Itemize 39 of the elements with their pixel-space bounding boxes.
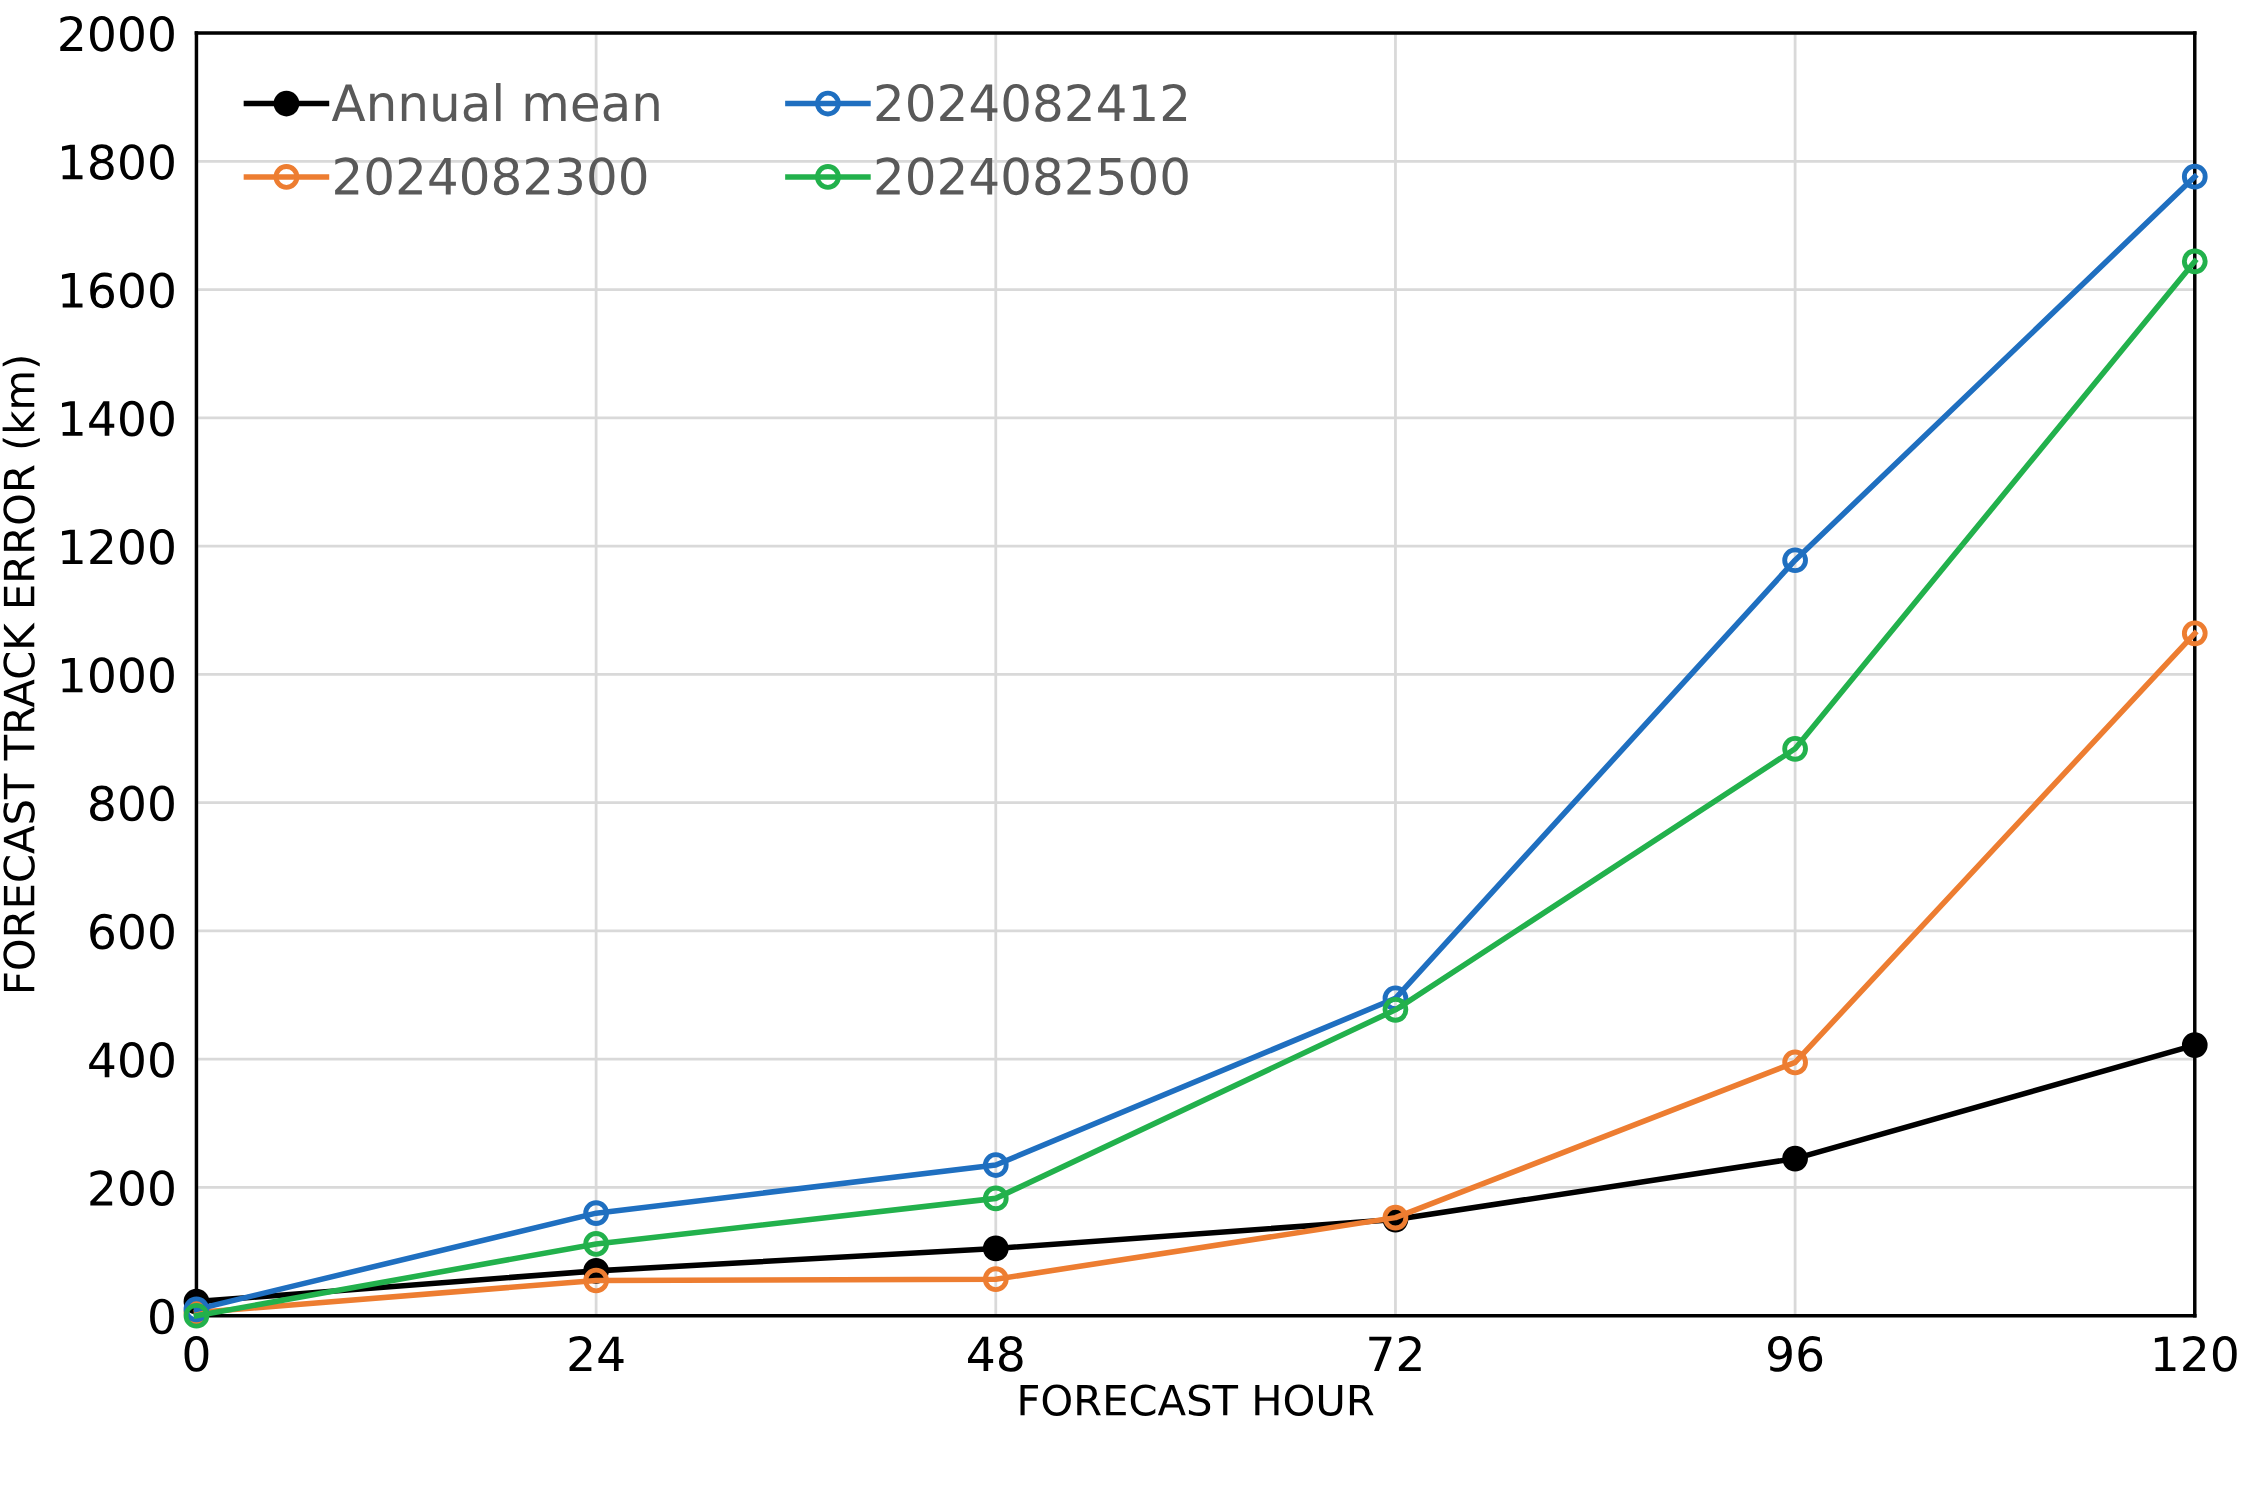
point: [583, 1267, 609, 1294]
y-tick-label: 200: [90, 1170, 174, 1207]
legend-label: 2024082300: [335, 157, 647, 196]
point: [2181, 620, 2208, 647]
point: [2181, 163, 2208, 190]
point: [1782, 1145, 1808, 1172]
point: [583, 1200, 609, 1226]
y-tick-label: 400: [89, 1042, 174, 1078]
point: [2181, 1032, 2208, 1058]
x-axis-title: FORECAST HOUR: [1020, 1384, 1374, 1416]
point: [982, 1235, 1009, 1262]
point: [583, 1231, 609, 1257]
point: [1782, 735, 1808, 762]
x-tick-label: 48: [968, 1336, 1023, 1372]
x-tick-label: 0: [184, 1336, 209, 1372]
y-tick-label: 1400: [62, 400, 174, 437]
y-tick-label: 1200: [62, 529, 174, 565]
x-tick-label: 120: [2154, 1336, 2237, 1372]
legend-label: 2024082500: [876, 157, 1188, 196]
y-tick-label: 1800: [62, 144, 174, 180]
legend-label: Annual mean: [331, 83, 659, 122]
point: [1382, 996, 1409, 1023]
point: [982, 1152, 1009, 1178]
x-tick-label: 96: [1768, 1336, 1823, 1372]
point: [982, 1185, 1009, 1212]
y-tick-label: 600: [90, 913, 174, 950]
y-tick-label: 800: [90, 785, 174, 822]
x-tick-label: 72: [1369, 1336, 1421, 1372]
point: [1782, 547, 1808, 574]
y-tick-label: 1000: [62, 657, 174, 694]
y-tick-label: 1600: [62, 272, 174, 309]
point: [1782, 1049, 1808, 1076]
x-tick-label: 24: [569, 1336, 624, 1372]
y-axis-title: FORECAST TRACK ERROR (km): [2, 357, 40, 992]
point: [2181, 248, 2208, 275]
y-tick-label: 2000: [60, 15, 174, 52]
point: [982, 1266, 1009, 1293]
y-tick-label: 0: [150, 1298, 174, 1335]
legend-label: 2024082412: [876, 83, 1187, 122]
